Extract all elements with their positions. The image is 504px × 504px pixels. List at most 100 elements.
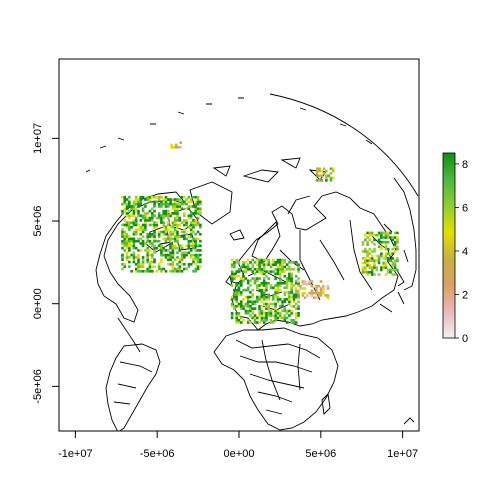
data-cell (230, 277, 234, 280)
data-cell (296, 280, 300, 283)
data-cell (169, 256, 172, 259)
data-cell (230, 305, 234, 308)
data-cell (274, 311, 277, 315)
data-cell (246, 309, 250, 313)
data-cell (171, 260, 175, 264)
data-cell (162, 214, 166, 218)
data-cell (239, 307, 243, 310)
data-cell (141, 239, 145, 243)
data-cell (230, 314, 234, 317)
data-cell (230, 316, 234, 320)
data-cell (278, 311, 282, 315)
data-cell (189, 225, 193, 229)
data-cell (169, 198, 172, 201)
data-cell (267, 302, 271, 306)
data-cell (244, 288, 248, 292)
data-cell (373, 233, 376, 237)
data-cell (125, 225, 129, 229)
data-cell (233, 265, 236, 269)
data-cell (310, 280, 314, 283)
data-cell (251, 265, 255, 269)
data-cell (196, 267, 200, 271)
data-cell (180, 263, 184, 266)
data-cell (164, 228, 168, 231)
data-cell (285, 291, 289, 294)
data-cell (170, 143, 173, 147)
data-cell (132, 221, 136, 224)
data-cell (312, 291, 316, 295)
data-cell (169, 251, 172, 255)
data-cell (123, 235, 127, 238)
data-cell (317, 294, 321, 297)
data-cell (276, 270, 280, 273)
data-cell (134, 230, 138, 234)
data-cell (272, 321, 275, 324)
data-cell (176, 216, 179, 220)
data-cell (174, 145, 178, 149)
data-cell (375, 268, 379, 272)
data-cell (290, 291, 293, 294)
data-cell (278, 267, 282, 271)
data-cell (393, 240, 397, 244)
data-cell (290, 284, 293, 287)
data-cell (148, 235, 152, 238)
data-cell (260, 314, 264, 317)
data-cell (290, 321, 293, 324)
data-cell (125, 223, 129, 227)
data-cell (294, 302, 298, 306)
data-cell (176, 246, 179, 250)
data-cell (230, 265, 234, 269)
data-cell (150, 216, 154, 220)
data-cell (278, 298, 282, 301)
data-cell (134, 267, 138, 271)
data-cell (303, 287, 307, 290)
data-cell (242, 305, 245, 308)
data-cell (180, 207, 184, 211)
data-cell (377, 233, 381, 237)
data-cell (192, 258, 195, 262)
data-cell (148, 260, 152, 264)
data-cell (125, 207, 129, 211)
data-cell (194, 202, 198, 206)
data-cell (137, 263, 140, 266)
data-cell (160, 200, 163, 204)
data-cell (160, 214, 163, 218)
data-cell (380, 233, 383, 237)
data-cell (192, 253, 195, 257)
data-cell (272, 298, 275, 301)
data-cell (132, 230, 136, 234)
data-cell (373, 273, 376, 276)
data-cell (274, 267, 277, 271)
data-cell (173, 235, 177, 238)
x-axis: -1e+07 -5e+06 0e+00 5e+06 1e+07 (58, 430, 418, 460)
data-cell (194, 249, 198, 252)
data-cell (361, 266, 365, 269)
data-cell (148, 200, 152, 204)
data-cell (262, 267, 266, 271)
data-cell (128, 239, 131, 243)
data-cell (290, 288, 293, 292)
data-cell (265, 263, 268, 266)
data-cell (320, 169, 324, 173)
data-cell (244, 309, 248, 313)
data-cell (178, 223, 182, 227)
data-cell (144, 249, 147, 252)
data-cell (153, 202, 156, 206)
data-cell (134, 202, 138, 206)
data-cell (249, 300, 252, 304)
data-cell (144, 202, 147, 206)
data-cell (153, 249, 156, 252)
data-cell (167, 237, 170, 241)
data-cell (373, 259, 376, 262)
data-cell (260, 258, 264, 262)
data-cell (361, 270, 365, 274)
data-cell (276, 309, 280, 313)
data-cell (160, 221, 163, 224)
data-cell (235, 311, 238, 315)
data-cell (258, 295, 261, 299)
data-cell (382, 257, 385, 260)
data-cell (128, 237, 131, 241)
data-cell (251, 258, 255, 262)
data-cell (178, 235, 182, 238)
data-cell (267, 263, 271, 266)
